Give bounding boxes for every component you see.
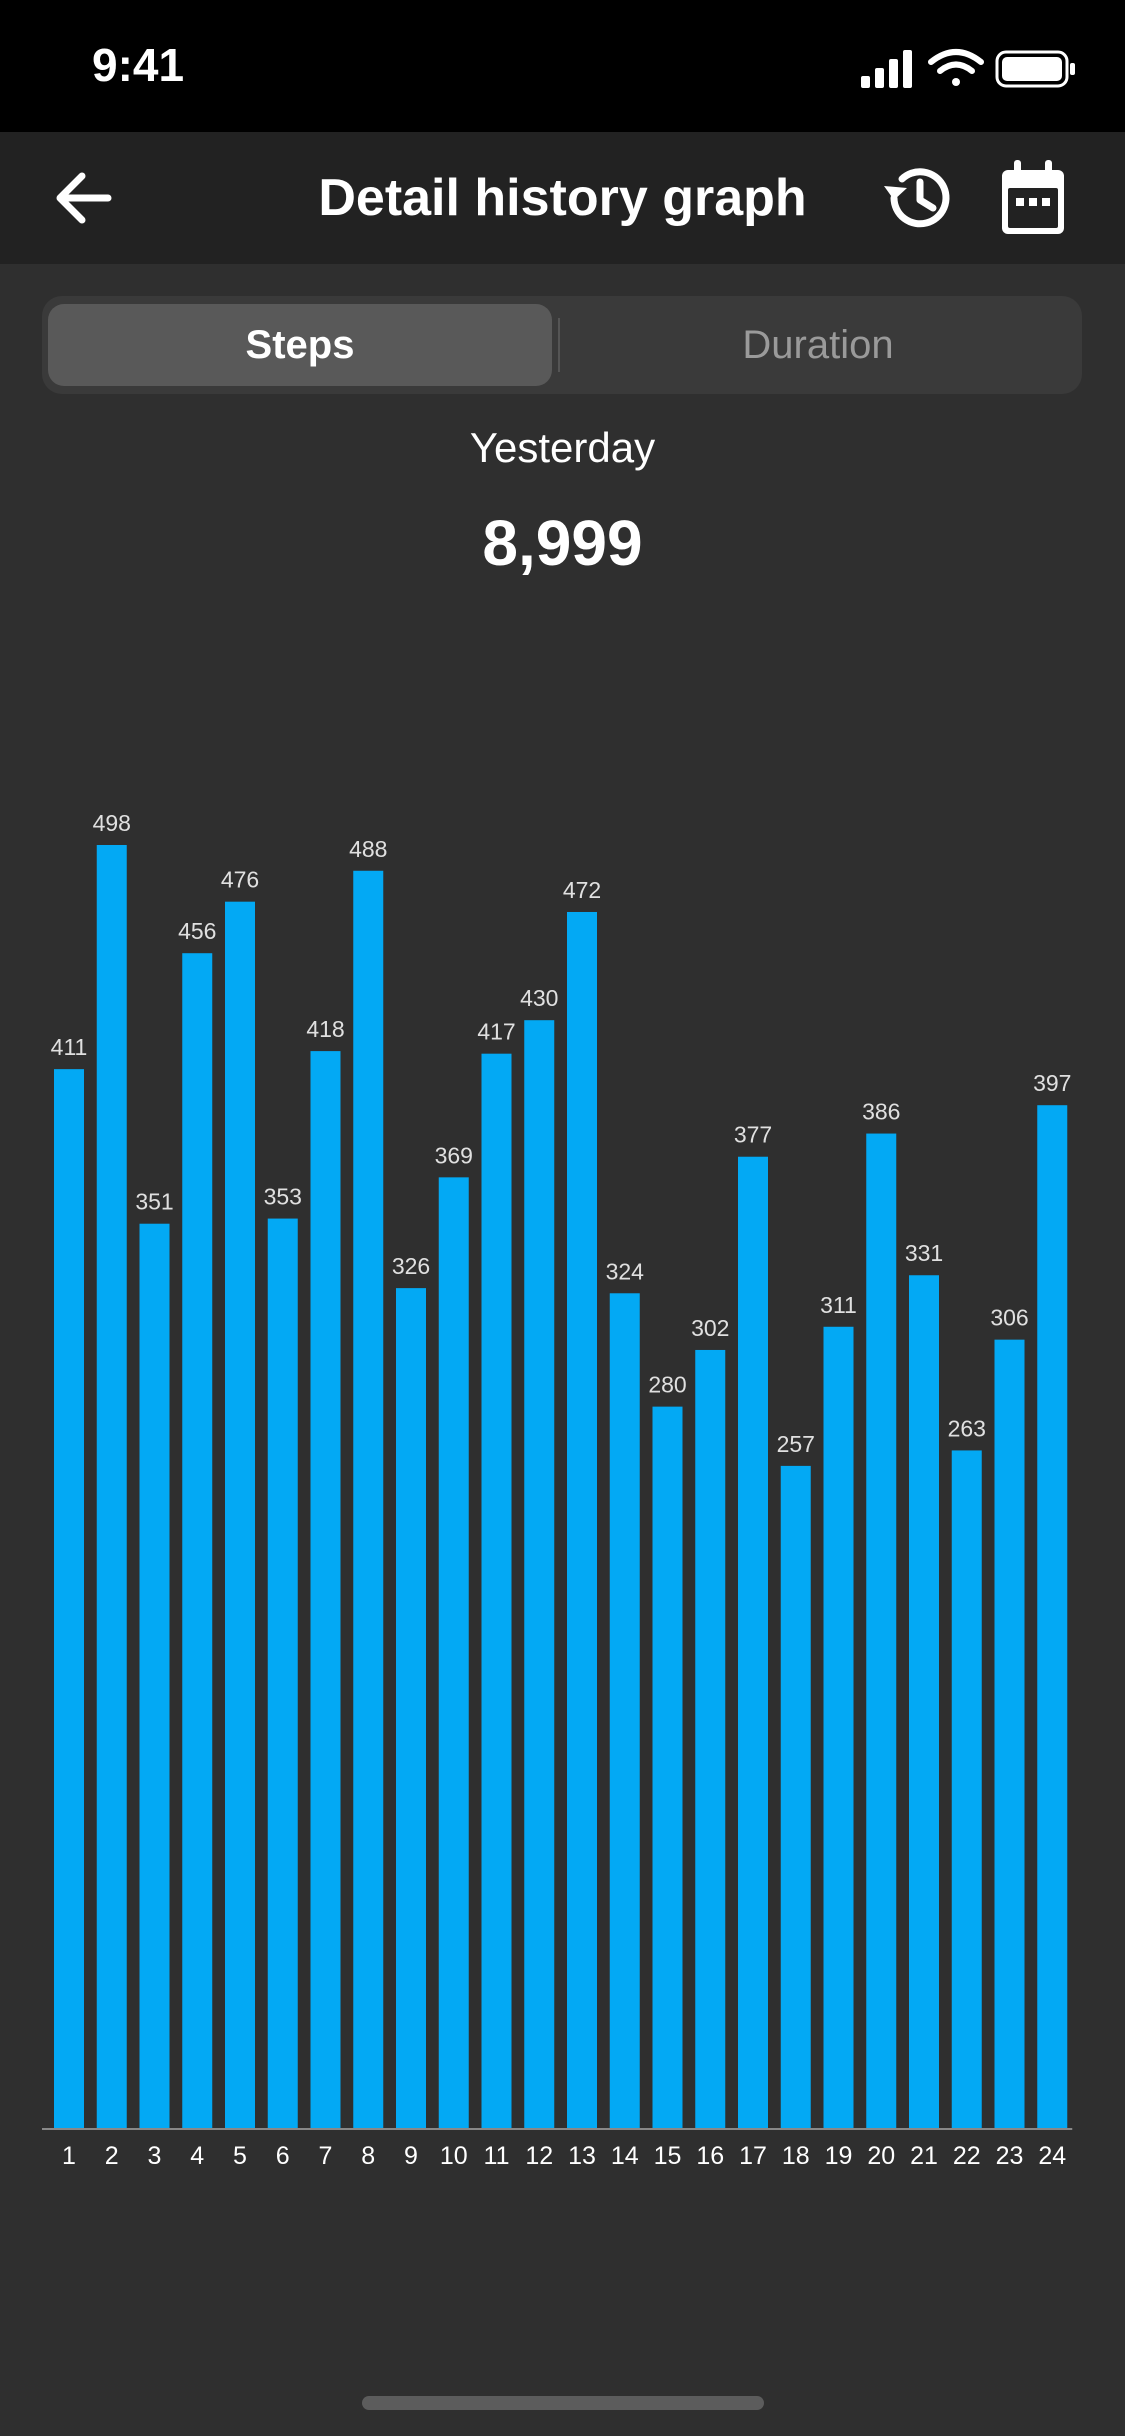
status-time: 9:41	[92, 39, 185, 91]
bar-7	[310, 1051, 341, 2128]
home-indicator	[362, 2396, 764, 2410]
data-label-10: 369	[435, 1142, 473, 1168]
bar-5	[225, 901, 255, 2128]
bar-13	[567, 911, 597, 2129]
data-label-16: 302	[691, 1315, 729, 1341]
x-tick-label-20: 20	[867, 2142, 895, 2170]
total-steps-value: 8,999	[482, 507, 643, 579]
x-tick-label-23: 23	[996, 2142, 1024, 2170]
x-tick-label-10: 10	[440, 2142, 468, 2170]
data-label-12: 430	[520, 985, 558, 1011]
wifi-icon	[928, 49, 984, 86]
data-label-24: 397	[1033, 1070, 1071, 1096]
segmented-control: Steps Duration	[42, 296, 1082, 394]
x-tick-label-24: 24	[1038, 2142, 1066, 2170]
cellular-signal-icon	[861, 50, 912, 88]
data-label-1: 411	[51, 1034, 88, 1060]
data-label-4: 456	[178, 918, 216, 944]
x-tick-label-8: 8	[361, 2142, 375, 2170]
bar-12	[524, 1020, 555, 2129]
arrow-left-icon	[56, 172, 112, 224]
data-label-23: 306	[990, 1305, 1028, 1331]
status-icons	[861, 49, 1075, 88]
data-label-11: 417	[477, 1019, 515, 1045]
data-label-13: 472	[563, 877, 601, 903]
calendar-button[interactable]	[998, 158, 1068, 238]
bar-2	[96, 845, 127, 2128]
bar-22	[951, 1450, 982, 2128]
x-tick-label-19: 19	[825, 2142, 853, 2170]
history-button[interactable]	[880, 160, 956, 236]
segment-divider	[558, 318, 560, 372]
data-label-15: 280	[648, 1372, 686, 1398]
x-tick-label-4: 4	[190, 2142, 204, 2170]
data-label-3: 351	[135, 1189, 173, 1215]
bar-8	[353, 870, 384, 2128]
data-label-5: 476	[221, 867, 259, 893]
x-tick-label-1: 1	[62, 2142, 76, 2170]
bar-14	[609, 1293, 640, 2128]
period-label: Yesterday	[469, 424, 656, 471]
bar-20	[866, 1133, 897, 2128]
x-tick-label-3: 3	[148, 2142, 162, 2170]
x-tick-label-18: 18	[782, 2142, 810, 2170]
nav-bar: Detail history graph	[0, 132, 1125, 264]
tab-steps[interactable]: Steps	[48, 304, 552, 386]
data-label-19: 311	[820, 1292, 857, 1318]
data-label-18: 257	[777, 1431, 815, 1457]
bar-4	[182, 953, 213, 2128]
data-label-17: 377	[734, 1122, 772, 1148]
history-icon	[884, 168, 950, 228]
bar-11	[481, 1053, 512, 2128]
x-tick-label-15: 15	[654, 2142, 682, 2170]
bar-21	[909, 1275, 939, 2128]
bar-15	[652, 1406, 683, 2128]
data-label-8: 488	[349, 836, 387, 862]
data-label-6: 353	[264, 1184, 302, 1210]
data-label-2: 498	[93, 810, 131, 836]
bar-16	[695, 1349, 726, 2128]
data-label-21: 331	[905, 1240, 943, 1266]
x-tick-label-16: 16	[696, 2142, 724, 2170]
bar-17	[738, 1156, 768, 2128]
bar-3	[139, 1223, 170, 2128]
bar-6	[267, 1218, 298, 2128]
x-tick-label-22: 22	[953, 2142, 981, 2170]
x-tick-label-11: 11	[484, 2142, 510, 2170]
x-tick-label-9: 9	[404, 2142, 418, 2170]
bar-18	[780, 1465, 811, 2128]
bar-10	[438, 1177, 469, 2128]
x-tick-label-17: 17	[739, 2142, 767, 2170]
status-bar: 9:41	[0, 0, 1125, 132]
x-tick-label-2: 2	[105, 2142, 119, 2170]
x-tick-label-5: 5	[233, 2142, 247, 2170]
data-label-20: 386	[862, 1099, 900, 1125]
bar-1	[54, 1069, 84, 2128]
calendar-icon	[1002, 160, 1064, 234]
page-title: Detail history graph	[318, 169, 807, 227]
back-button[interactable]	[50, 162, 122, 234]
x-tick-label-13: 13	[568, 2142, 596, 2170]
battery-icon	[995, 50, 1075, 88]
data-label-7: 418	[306, 1016, 344, 1042]
bar-9	[396, 1288, 426, 2128]
data-label-9: 326	[392, 1253, 430, 1279]
data-label-22: 263	[948, 1415, 986, 1441]
x-tick-label-14: 14	[611, 2142, 639, 2170]
data-label-14: 324	[606, 1258, 645, 1284]
bar-24	[1037, 1105, 1068, 2128]
x-tick-label-12: 12	[525, 2142, 553, 2170]
x-tick-label-7: 7	[319, 2142, 333, 2170]
x-tick-label-6: 6	[276, 2142, 290, 2170]
bar-19	[823, 1326, 854, 2128]
tab-duration[interactable]: Duration	[742, 322, 894, 367]
bar-23	[994, 1339, 1025, 2128]
x-tick-label-21: 21	[910, 2142, 938, 2170]
